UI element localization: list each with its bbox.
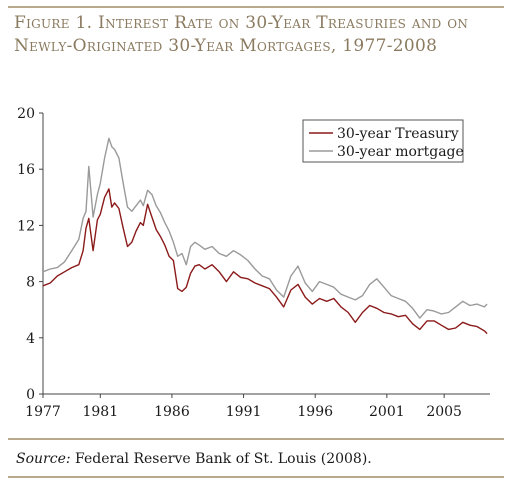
x-tick-label: 1991: [226, 404, 262, 420]
source-label: Source:: [16, 451, 71, 467]
legend-box: [302, 119, 464, 163]
x-tick-label: 1986: [154, 404, 190, 420]
y-tick-label: 4: [26, 331, 35, 347]
source-text: Federal Reserve Bank of St. Louis (2008)…: [70, 451, 372, 467]
x-tick-label: 2005: [426, 404, 462, 420]
bottom-rule: [8, 476, 504, 478]
middle-rule: [8, 438, 504, 440]
chart-axes: 0 4 8 12 16 20 1977 1981 1986 1991 1996 2001 2005: [17, 106, 490, 420]
series-line-treasury: [42, 188, 488, 335]
y-tick-label: 16: [17, 162, 35, 178]
y-tick-label: 0: [26, 387, 35, 403]
figure-title: Figure 1. Interest Rate on 30-Year Treas…: [14, 13, 469, 56]
y-tick-label: 20: [17, 106, 35, 122]
x-tick-label: 1996: [297, 404, 333, 420]
legend-label-treasury: 30-year Treasury: [337, 126, 459, 142]
y-tick-label: 12: [17, 218, 35, 234]
x-tick-label: 1977: [25, 404, 61, 420]
x-tick-label: 1981: [82, 404, 118, 420]
x-tick-label: 2001: [369, 404, 405, 420]
plot-area: [42, 137, 488, 335]
legend-label-mortgage: 30-year mortgage: [337, 144, 464, 160]
chart-legend: 30-year Treasury 30-year mortgage: [302, 119, 464, 163]
top-rule: [8, 6, 504, 8]
source-note: Source: Federal Reserve Bank of St. Loui…: [16, 451, 372, 467]
y-tick-label: 8: [26, 275, 35, 291]
series-line-mortgage: [42, 137, 488, 319]
